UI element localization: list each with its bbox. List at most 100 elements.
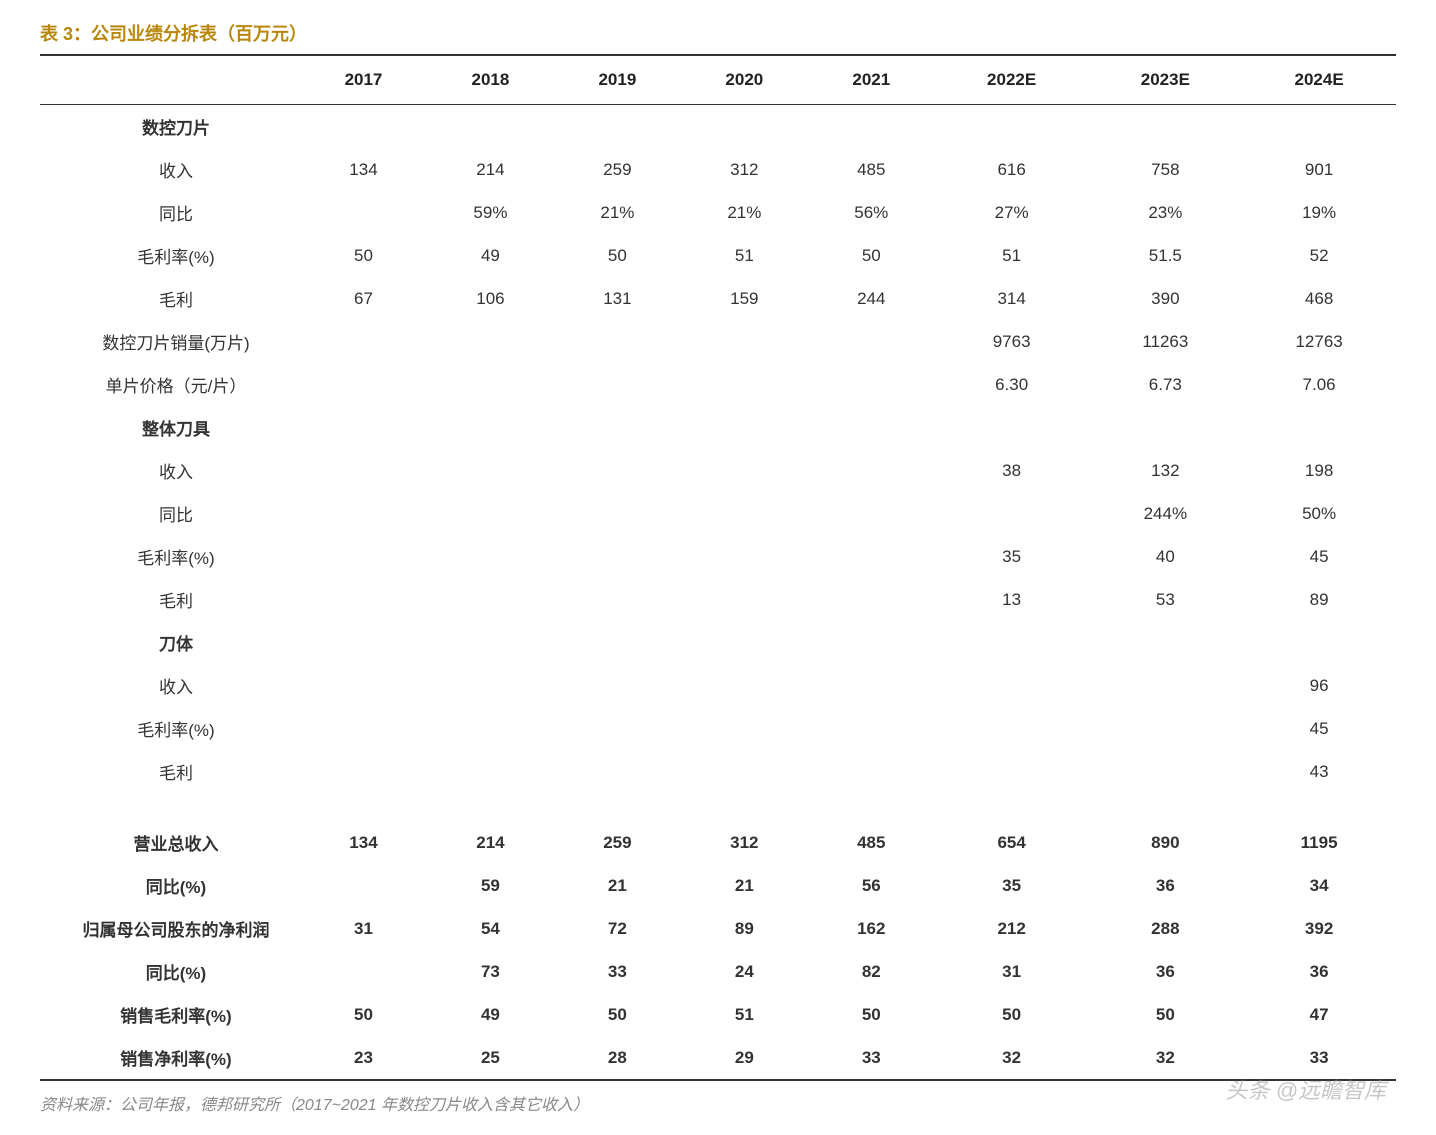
- data-cell: 162: [808, 907, 935, 950]
- col-header-2020: 2020: [681, 55, 808, 105]
- col-header-2022e: 2022E: [935, 55, 1089, 105]
- row-label: 数控刀片销量(万片): [40, 320, 300, 363]
- table-row: 数控刀片: [40, 105, 1396, 149]
- col-header-2021: 2021: [808, 55, 935, 105]
- data-cell: [300, 707, 427, 750]
- data-cell: [554, 535, 681, 578]
- data-cell: [554, 793, 681, 821]
- data-cell: [300, 535, 427, 578]
- table-row: [40, 793, 1396, 821]
- data-cell: [300, 950, 427, 993]
- data-cell: [935, 750, 1089, 793]
- data-cell: 72: [554, 907, 681, 950]
- data-cell: 616: [935, 148, 1089, 191]
- row-label: 毛利率(%): [40, 234, 300, 277]
- data-cell: 49: [427, 993, 554, 1036]
- table-row: 营业总收入1342142593124856548901195: [40, 821, 1396, 864]
- watermark-text: 头条 @远瞻智库: [1226, 1073, 1386, 1105]
- data-cell: 33: [808, 1036, 935, 1080]
- data-cell: 6.73: [1088, 363, 1242, 406]
- data-cell: 19%: [1242, 191, 1396, 234]
- financial-breakdown-table: 2017 2018 2019 2020 2021 2022E 2023E 202…: [40, 54, 1396, 1081]
- data-cell: 13: [935, 578, 1089, 621]
- data-cell: 36: [1242, 950, 1396, 993]
- row-label: 同比: [40, 492, 300, 535]
- data-cell: 214: [427, 821, 554, 864]
- data-cell: [554, 707, 681, 750]
- data-cell: 40: [1088, 535, 1242, 578]
- table-row: 单片价格（元/片）6.306.737.06: [40, 363, 1396, 406]
- table-row: 同比59%21%21%56%27%23%19%: [40, 191, 1396, 234]
- data-cell: 259: [554, 148, 681, 191]
- data-cell: 32: [1088, 1036, 1242, 1080]
- data-cell: [808, 621, 935, 664]
- row-label: 数控刀片: [40, 105, 300, 149]
- data-cell: [554, 406, 681, 449]
- data-cell: 54: [427, 907, 554, 950]
- data-cell: [1088, 793, 1242, 821]
- data-cell: [554, 320, 681, 363]
- data-cell: 23: [300, 1036, 427, 1080]
- data-cell: [300, 492, 427, 535]
- data-cell: 31: [300, 907, 427, 950]
- data-cell: [808, 578, 935, 621]
- data-cell: 49: [427, 234, 554, 277]
- data-cell: 35: [935, 864, 1089, 907]
- row-label: 整体刀具: [40, 406, 300, 449]
- data-cell: [808, 750, 935, 793]
- col-header-2024e: 2024E: [1242, 55, 1396, 105]
- data-cell: 51.5: [1088, 234, 1242, 277]
- data-cell: 11263: [1088, 320, 1242, 363]
- table-body: 数控刀片收入134214259312485616758901同比59%21%21…: [40, 105, 1396, 1081]
- data-cell: 6.30: [935, 363, 1089, 406]
- data-cell: [935, 105, 1089, 149]
- data-cell: [554, 449, 681, 492]
- data-cell: 59%: [427, 191, 554, 234]
- data-cell: 47: [1242, 993, 1396, 1036]
- data-cell: 21: [554, 864, 681, 907]
- data-cell: [300, 864, 427, 907]
- data-cell: 89: [1242, 578, 1396, 621]
- col-header-blank: [40, 55, 300, 105]
- data-cell: 51: [681, 993, 808, 1036]
- data-cell: 38: [935, 449, 1089, 492]
- data-cell: 212: [935, 907, 1089, 950]
- table-row: 刀体: [40, 621, 1396, 664]
- data-cell: 51: [681, 234, 808, 277]
- data-cell: 36: [1088, 864, 1242, 907]
- row-label: 收入: [40, 148, 300, 191]
- data-cell: [935, 492, 1089, 535]
- col-header-2019: 2019: [554, 55, 681, 105]
- data-cell: 28: [554, 1036, 681, 1080]
- row-label: 毛利: [40, 277, 300, 320]
- data-cell: [427, 492, 554, 535]
- data-cell: 50: [300, 993, 427, 1036]
- row-label: 收入: [40, 449, 300, 492]
- table-row: 毛利43: [40, 750, 1396, 793]
- data-cell: [681, 750, 808, 793]
- col-header-2017: 2017: [300, 55, 427, 105]
- data-cell: [554, 105, 681, 149]
- data-cell: 312: [681, 148, 808, 191]
- table-row: 销售净利率(%)2325282933323233: [40, 1036, 1396, 1080]
- data-cell: 12763: [1242, 320, 1396, 363]
- data-cell: [935, 621, 1089, 664]
- data-cell: 131: [554, 277, 681, 320]
- data-cell: 392: [1242, 907, 1396, 950]
- data-cell: 106: [427, 277, 554, 320]
- data-cell: 214: [427, 148, 554, 191]
- data-cell: 82: [808, 950, 935, 993]
- data-cell: 314: [935, 277, 1089, 320]
- data-cell: [681, 449, 808, 492]
- data-cell: [427, 535, 554, 578]
- data-cell: [427, 320, 554, 363]
- data-cell: 35: [935, 535, 1089, 578]
- data-cell: 34: [1242, 864, 1396, 907]
- data-cell: 67: [300, 277, 427, 320]
- row-label: 同比: [40, 191, 300, 234]
- data-cell: 890: [1088, 821, 1242, 864]
- row-label: 单片价格（元/片）: [40, 363, 300, 406]
- data-cell: [935, 406, 1089, 449]
- data-cell: 21%: [681, 191, 808, 234]
- table-row: 同比(%)59212156353634: [40, 864, 1396, 907]
